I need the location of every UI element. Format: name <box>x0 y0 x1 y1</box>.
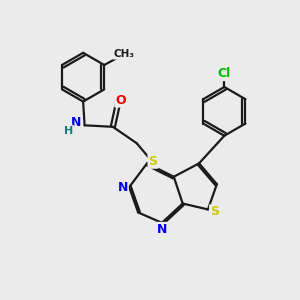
Text: S: S <box>148 155 158 168</box>
Text: H: H <box>64 126 73 136</box>
Text: CH₃: CH₃ <box>113 49 134 59</box>
Text: N: N <box>157 223 168 236</box>
Text: N: N <box>118 181 128 194</box>
Text: Cl: Cl <box>218 67 231 80</box>
Text: S: S <box>210 205 219 218</box>
Text: N: N <box>71 116 82 130</box>
Text: O: O <box>115 94 126 106</box>
